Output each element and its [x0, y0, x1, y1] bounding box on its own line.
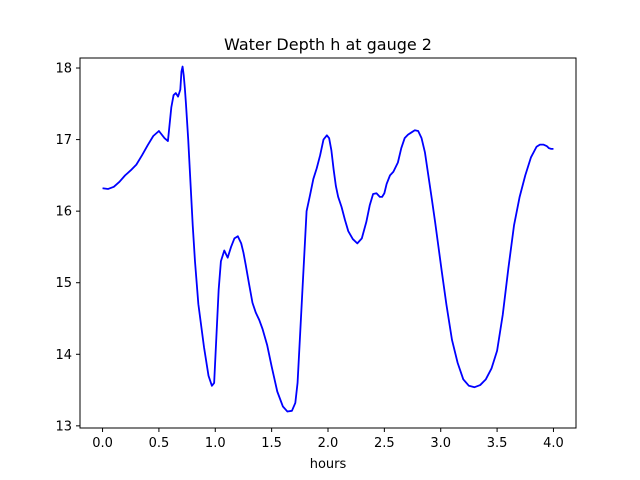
series-line: [102, 65, 554, 413]
x-axis-label: hours: [310, 457, 347, 472]
x-tick-label: 3.0: [430, 436, 451, 451]
x-tick-label: 1.0: [205, 436, 226, 451]
y-tick-label: 13: [55, 419, 72, 434]
y-tick-label: 17: [55, 133, 72, 148]
y-axis-ticks: 13 14 15 16 17 18: [55, 62, 80, 434]
x-tick-label: 0.0: [92, 436, 113, 451]
y-tick-label: 18: [55, 62, 72, 77]
x-tick-label: 2.5: [374, 436, 395, 451]
x-axis-ticks: 0.0 0.5 1.0 1.5 2.0 2.5 3.0 3.5 4.0: [92, 428, 564, 451]
y-tick-label: 14: [55, 348, 72, 363]
y-tick-label: 15: [55, 276, 72, 291]
x-tick-label: 2.0: [318, 436, 339, 451]
x-tick-label: 1.5: [261, 436, 282, 451]
x-tick-label: 3.5: [487, 436, 508, 451]
x-tick-label: 4.0: [543, 436, 564, 451]
x-tick-label: 0.5: [149, 436, 170, 451]
y-tick-label: 16: [55, 205, 72, 220]
chart-title: Water Depth h at gauge 2: [224, 35, 432, 54]
